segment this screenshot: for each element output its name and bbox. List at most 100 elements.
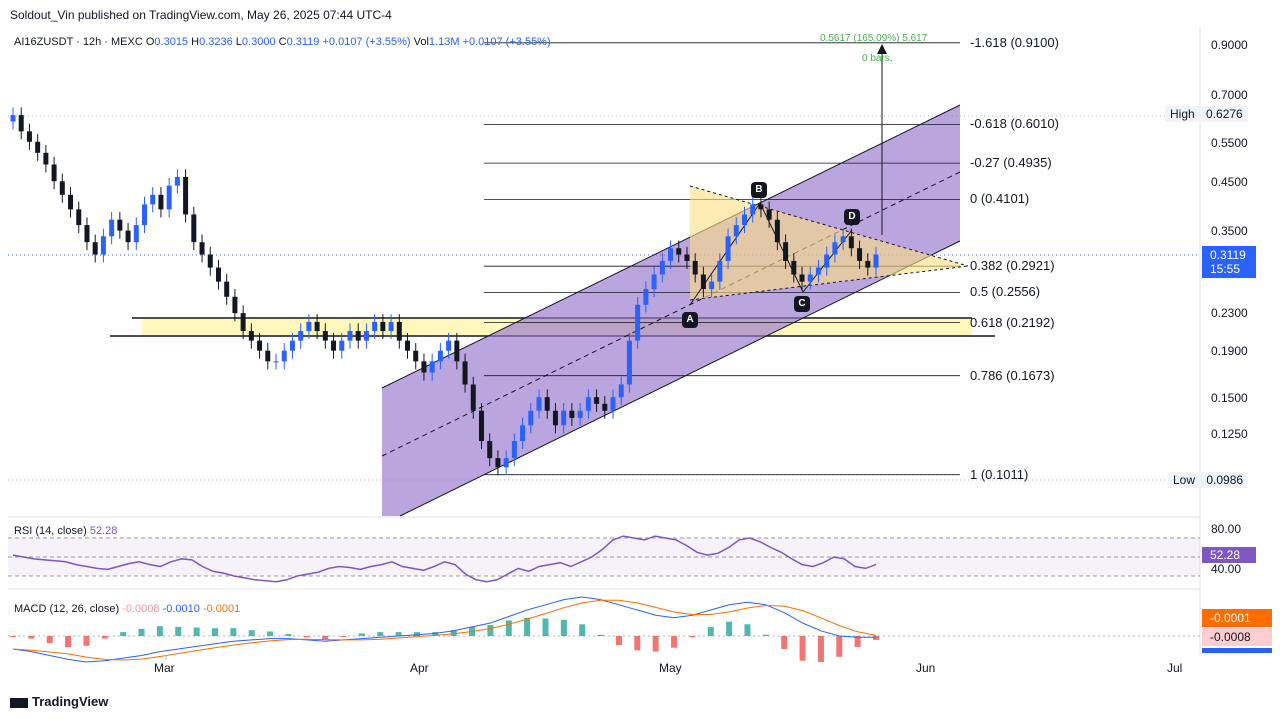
- macd-legend[interactable]: MACD (12, 26, close) -0.0008 -0.0010 -0.…: [14, 603, 240, 615]
- macd-hist-bar: [322, 636, 329, 640]
- candle-body: [635, 304, 641, 341]
- candle-body: [750, 204, 756, 215]
- fib-label: -1.618 (0.9100): [970, 34, 1059, 50]
- candle-body: [92, 242, 98, 255]
- candle-body: [429, 361, 435, 373]
- candle-body: [700, 274, 706, 290]
- tradingview-logo[interactable]: TradingView: [10, 694, 108, 709]
- low-label: L: [235, 36, 242, 48]
- candle-body: [511, 441, 517, 459]
- macd-hist-bar: [413, 632, 420, 636]
- low-value: 0.3000: [241, 36, 276, 48]
- point-c[interactable]: C: [794, 296, 810, 312]
- low-tag: Low 0.0986: [1168, 472, 1249, 488]
- candle-body: [125, 230, 131, 243]
- macd-hist-bar: [689, 636, 696, 638]
- fib-label: 0 (0.4101): [970, 191, 1030, 207]
- candle-body: [807, 274, 813, 282]
- candle-body: [824, 254, 830, 268]
- candle-body: [388, 321, 394, 332]
- candle-body: [454, 340, 460, 362]
- volume-change: +0.0107 (+3.55%): [462, 36, 551, 48]
- candle-body: [643, 289, 649, 305]
- candle-body: [437, 350, 443, 362]
- macd-hist-bar: [634, 636, 641, 651]
- month-label: May: [659, 661, 682, 675]
- candle-body: [668, 248, 674, 261]
- rsi-axis-80: 80.00: [1211, 522, 1242, 536]
- point-a[interactable]: A: [682, 312, 698, 328]
- macd-hist-bar: [762, 634, 769, 636]
- candle-body: [347, 331, 353, 341]
- macd-hist-value: -0.0008: [122, 603, 160, 615]
- candle-body: [618, 384, 624, 398]
- candle-body: [133, 225, 139, 243]
- macd-hist-bar: [193, 627, 200, 636]
- candle-body: [43, 152, 49, 165]
- high-tag-value: 0.6276: [1206, 107, 1243, 121]
- candle-body: [314, 321, 320, 332]
- volume-label: Vol: [413, 36, 429, 48]
- candle-body: [248, 331, 254, 341]
- candle-body: [848, 236, 854, 249]
- projection-arrowhead: [877, 44, 887, 54]
- axis-tick: 0.1500: [1211, 391, 1248, 405]
- point-d[interactable]: D: [844, 209, 860, 225]
- macd-hist-bar: [395, 632, 402, 636]
- candle-body: [478, 410, 484, 442]
- macd-hist-badge: -0.0008: [1202, 628, 1272, 646]
- candle-body: [26, 131, 32, 142]
- candle-body: [68, 194, 74, 210]
- fib-label: 0.5 (0.2556): [970, 284, 1041, 300]
- candle-body: [322, 331, 328, 341]
- candle-body: [232, 296, 238, 314]
- macd-histogram: [10, 617, 879, 662]
- candle-body: [355, 331, 361, 341]
- last-price: 0.3119: [1210, 248, 1246, 262]
- macd-hist-bar: [46, 636, 53, 643]
- macd-hist-bar: [707, 626, 714, 636]
- macd-hist-bar: [817, 636, 824, 662]
- high-tag: High 0.6276: [1165, 106, 1248, 122]
- macd-hist-bar: [542, 618, 549, 636]
- rsi-legend[interactable]: RSI (14, close) 52.28: [14, 525, 117, 537]
- candle-body: [552, 410, 558, 426]
- rsi-badge: 52.28: [1202, 547, 1256, 563]
- candle-body: [520, 425, 526, 442]
- symbol-label[interactable]: AI16ZUSDT · 12h · MEXC: [14, 36, 143, 48]
- candle-body: [832, 242, 838, 255]
- candle-body: [626, 340, 632, 385]
- macd-hist-bar: [505, 620, 512, 636]
- macd-hist-bar: [248, 630, 255, 636]
- axis-tick: 0.1250: [1211, 427, 1248, 441]
- macd-hist-bar: [138, 628, 145, 636]
- point-b[interactable]: B: [751, 182, 767, 198]
- candle-body: [865, 260, 871, 268]
- fib-label: 0.382 (0.2921): [970, 258, 1055, 274]
- candle-body: [298, 331, 304, 341]
- macd-hist-bar: [781, 636, 788, 649]
- macd-hist-bar: [303, 636, 310, 638]
- ohlc-legend: AI16ZUSDT · 12h · MEXC O0.3015 H0.3236 L…: [14, 36, 551, 48]
- candles: [10, 107, 879, 476]
- candle-body: [815, 267, 821, 275]
- macd-hist-bar: [579, 624, 586, 636]
- signal-line: [12, 599, 877, 661]
- projection-label: 0.5617 (165.09%) 5.617: [820, 33, 928, 44]
- candle-body: [709, 281, 715, 290]
- candle-body: [51, 164, 57, 182]
- candle-body: [339, 340, 345, 351]
- macd-hist-bar: [211, 628, 218, 636]
- fib-label: -0.27 (0.4935): [970, 155, 1052, 171]
- candle-body: [35, 141, 41, 153]
- low-tag-value: 0.0986: [1206, 473, 1244, 487]
- candle-body: [610, 397, 616, 411]
- candle-body: [59, 181, 65, 195]
- symmetrical-triangle: [690, 186, 968, 300]
- axis-tick: 0.3500: [1211, 224, 1248, 238]
- candle-body: [659, 260, 665, 275]
- macd-hist-bar: [285, 634, 292, 636]
- close-value: 0.3119: [286, 36, 320, 48]
- candle-body: [372, 321, 378, 332]
